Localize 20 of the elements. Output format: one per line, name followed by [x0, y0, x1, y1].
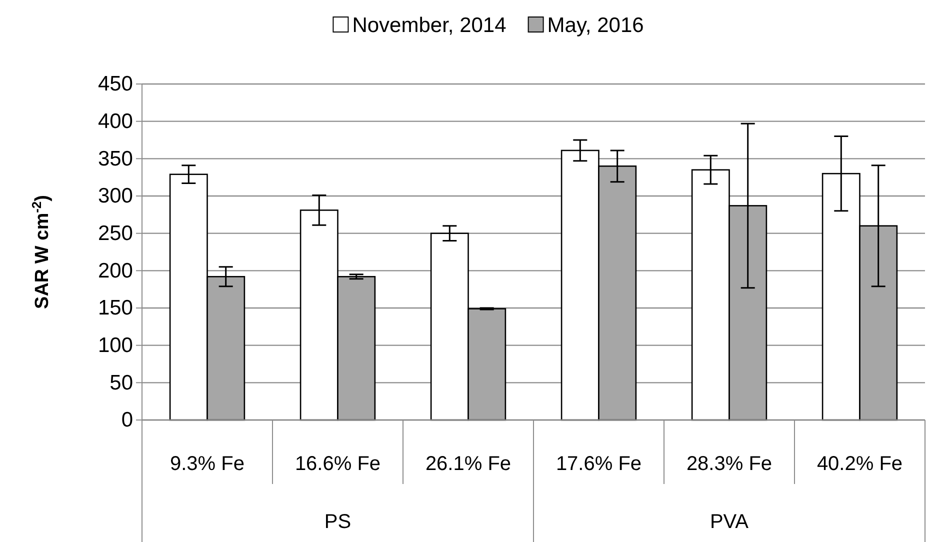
text: PVA	[710, 511, 750, 533]
x-tick-label: 40.2% Fe	[816, 453, 903, 475]
x-tick-label: 9.3% Fe	[170, 453, 244, 475]
y-tick-label: 300	[98, 184, 133, 208]
y-tick-label: 350	[98, 147, 133, 170]
y-tick-label: 400	[98, 110, 133, 134]
legend-label: November, 2014	[352, 14, 507, 37]
x-tick-label: 28.3% Fe	[686, 453, 772, 475]
x-tick-label: 17.6% Fe	[556, 453, 642, 475]
x-tick-label: 26.1% Fe	[425, 453, 512, 475]
y-tick-label: 450	[98, 72, 133, 96]
y-tick-label: 100	[98, 334, 133, 358]
legend-label: May, 2016	[547, 14, 644, 37]
text: PS	[324, 511, 352, 533]
y-tick-label: 50	[110, 371, 133, 394]
y-tick-label: 0	[121, 408, 133, 432]
y-tick-label: 200	[98, 259, 133, 282]
y-tick-label: 150	[98, 296, 133, 320]
y-tick-label: 250	[98, 222, 133, 246]
x-tick-label: 16.6% Fe	[294, 453, 381, 475]
